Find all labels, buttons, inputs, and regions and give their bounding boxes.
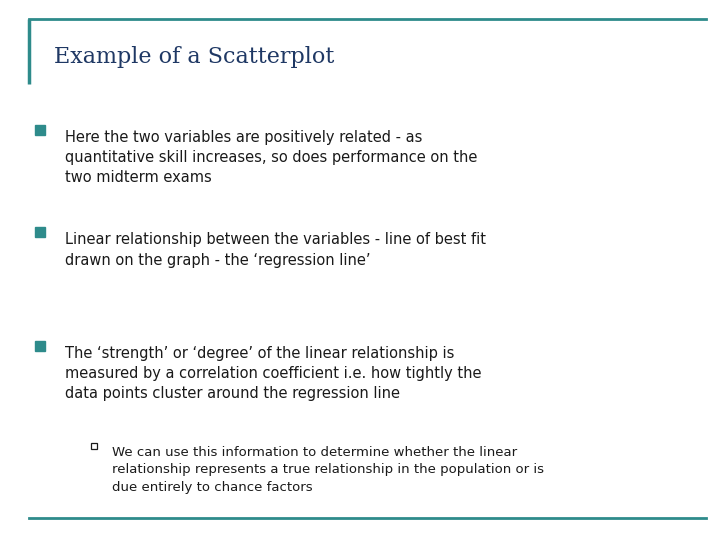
Text: Linear relationship between the variables - line of best fit
drawn on the graph : Linear relationship between the variable… [65,232,486,268]
Text: Here the two variables are positively related - as
quantitative skill increases,: Here the two variables are positively re… [65,130,477,185]
Text: The ‘strength’ or ‘degree’ of the linear relationship is
measured by a correlati: The ‘strength’ or ‘degree’ of the linear… [65,346,481,401]
Text: We can use this information to determine whether the linear
relationship represe: We can use this information to determine… [112,446,544,494]
Text: Example of a Scatterplot: Example of a Scatterplot [54,46,334,68]
